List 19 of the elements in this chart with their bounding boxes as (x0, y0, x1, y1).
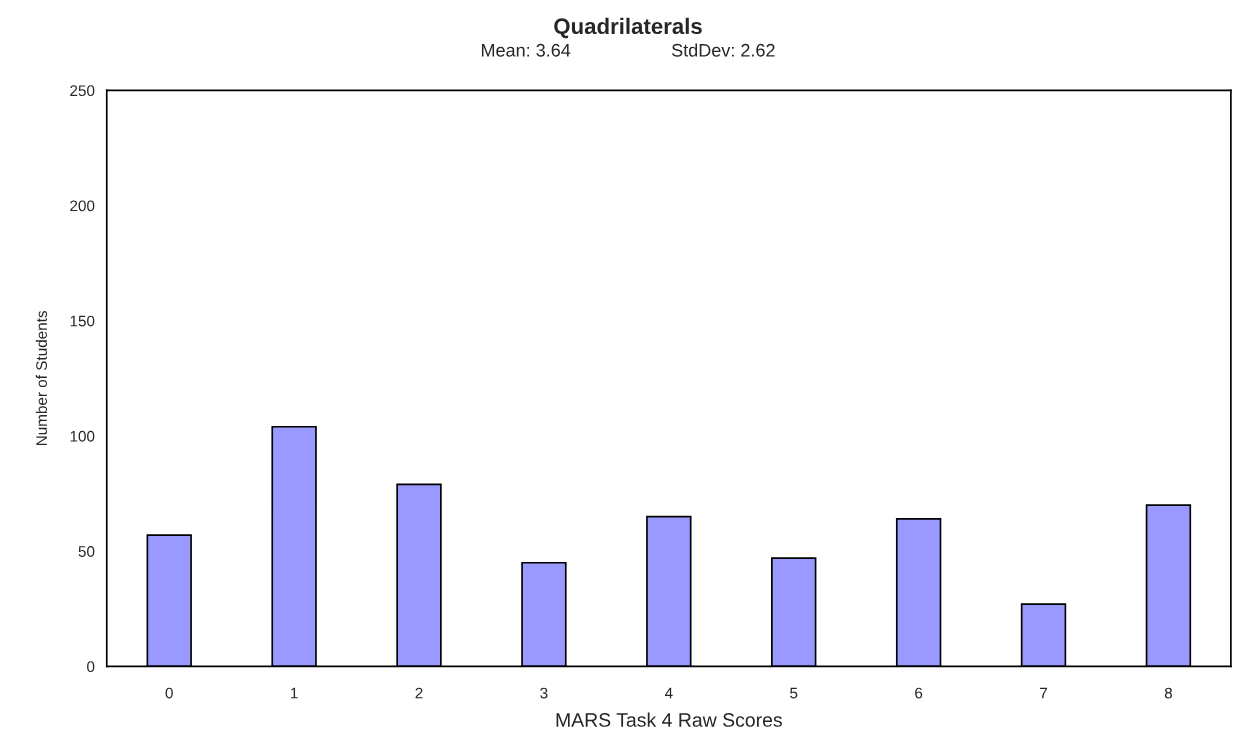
y-tick-label: 0 (87, 661, 95, 673)
y-tick-label: 250 (70, 85, 95, 97)
x-tick-label: 4 (664, 687, 673, 699)
x-tick-label: 8 (1164, 687, 1173, 699)
y-tick-label: 200 (70, 200, 95, 212)
x-tick-label: 5 (790, 687, 798, 699)
y-tick-label: 50 (78, 546, 95, 557)
x-tick-label: 7 (1040, 687, 1048, 699)
x-tick-label: 0 (165, 687, 173, 699)
x-tick-label: 3 (540, 687, 548, 699)
x-tick-label: 2 (415, 687, 423, 699)
y-tick-label: 100 (70, 430, 95, 442)
x-axis-title: MARS Task 4 Raw Scores (556, 712, 782, 727)
chart-subtitle: Mean: 3.64 StdDev: 2.62 (481, 43, 775, 57)
chart-title: Quadrilaterals (554, 17, 702, 39)
y-tick-label: 150 (70, 315, 95, 327)
x-tick-label: 6 (915, 687, 923, 699)
x-tick-label: 1 (291, 687, 298, 699)
y-axis-title: Number of Students (35, 310, 47, 446)
